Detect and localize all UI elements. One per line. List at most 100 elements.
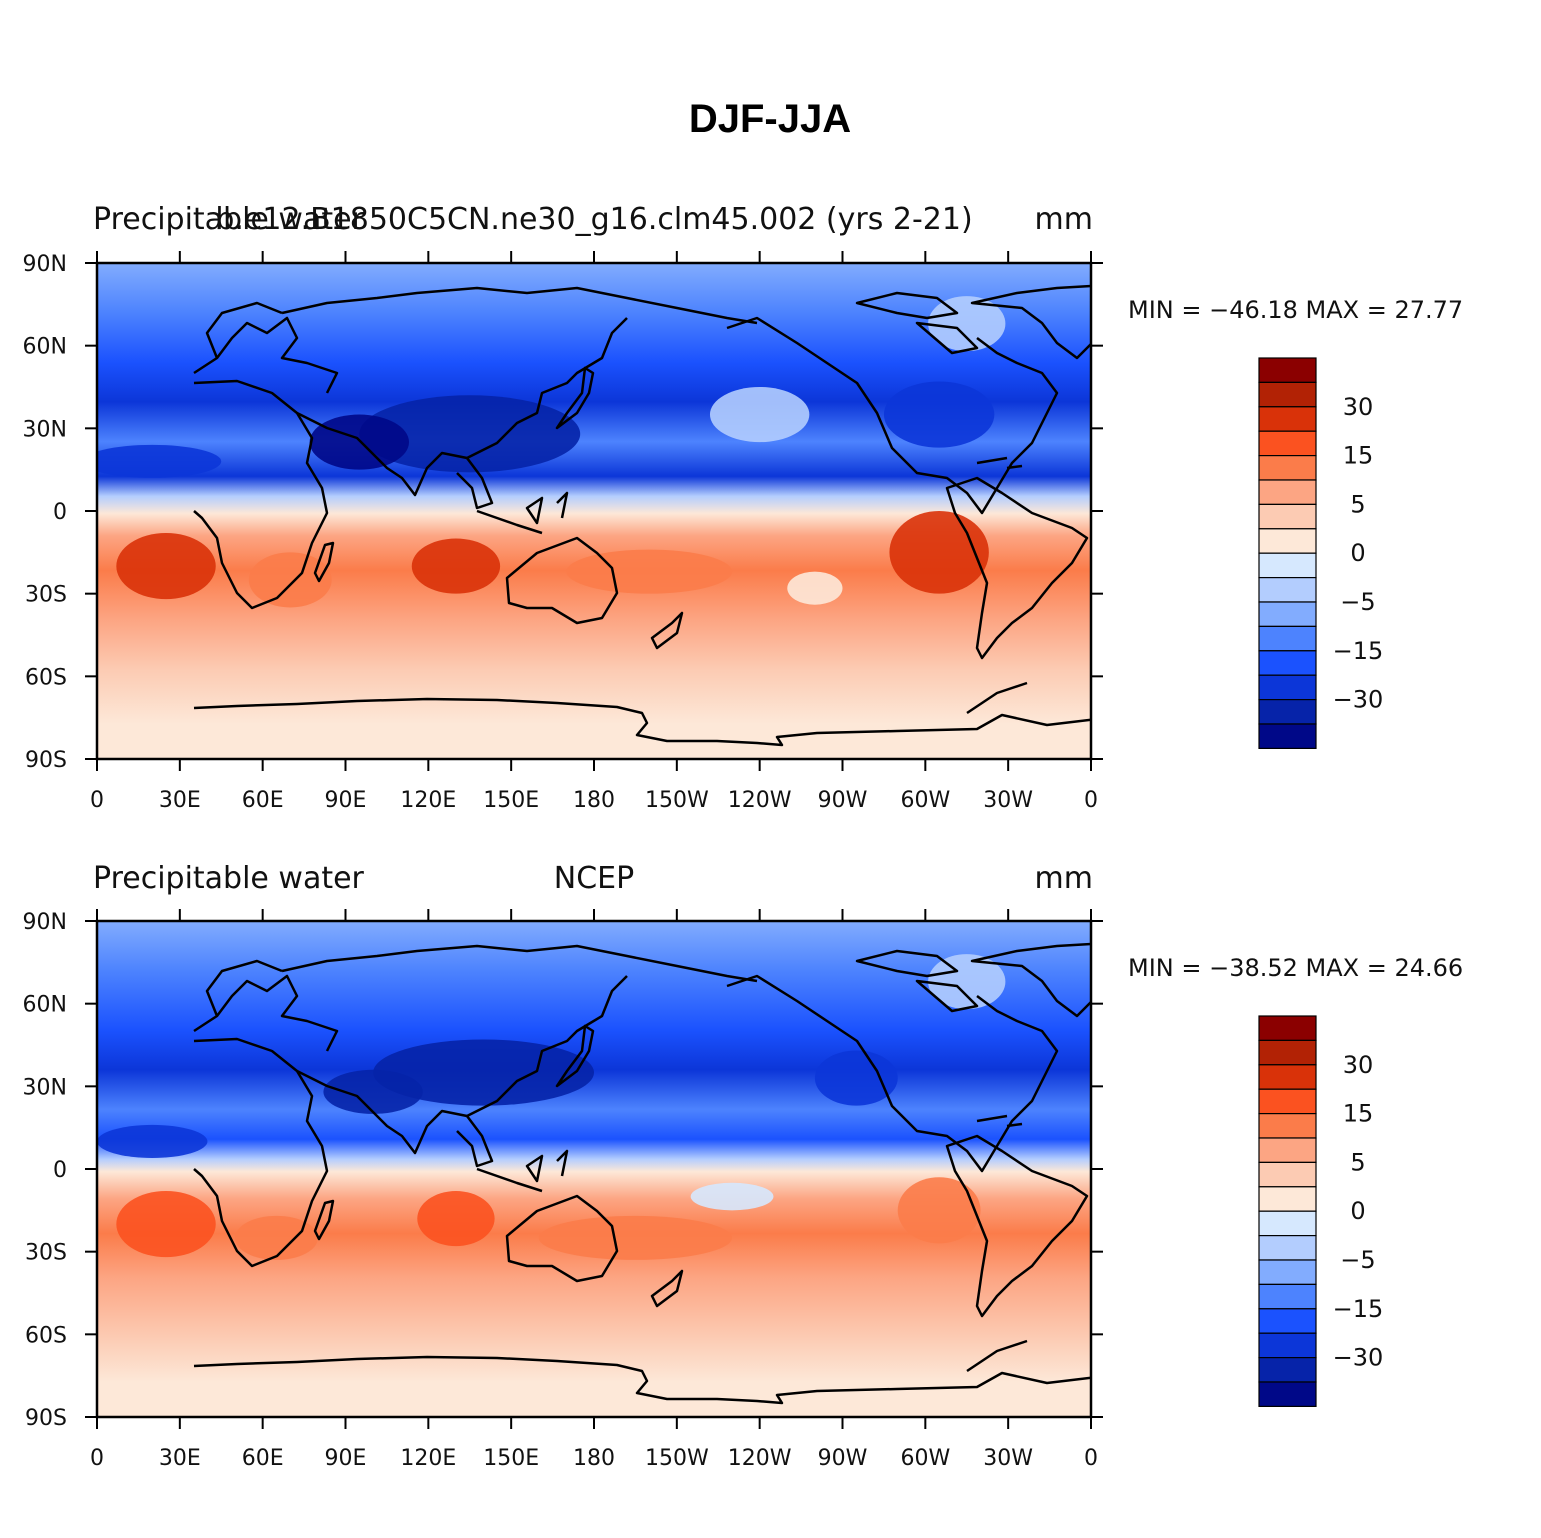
- colorbar-swatch: [1258, 479, 1317, 505]
- panel-center-title: b.e12.B1850C5CN.ne30_g16.clm45.002 (yrs …: [215, 202, 972, 237]
- y-tick-label: 30N: [23, 1075, 67, 1100]
- x-tick-label: 60W: [900, 788, 950, 813]
- field-base: [97, 263, 1091, 759]
- field-base: [97, 921, 1091, 1417]
- panel-bottom: 0 30E 60E 90E 120E 150E 180 150W 120W 90W 60W 30W 09…: [23, 861, 1464, 1471]
- panel-right-title: mm: [1035, 202, 1093, 237]
- colorbar-label: −30: [1333, 686, 1384, 714]
- contour-blob-9: [566, 549, 733, 594]
- panel-center-title: NCEP: [554, 861, 634, 896]
- colorbar-label: −30: [1333, 1344, 1384, 1372]
- colorbar-swatch: [1258, 625, 1317, 652]
- contour-blob-3: [814, 1050, 898, 1106]
- contour-blob-10: [787, 571, 843, 605]
- x-tick-label: 150W: [645, 1446, 709, 1471]
- panel-left-title: Precipitable water: [93, 202, 365, 237]
- contour-blob-11: [248, 552, 332, 608]
- x-tick-label: 30W: [983, 788, 1033, 813]
- panels: 0 30E 60E 90E 120E 150E 180 150W 120W 90W 60W 30W 09…: [23, 202, 1464, 1471]
- y-tick-label: 90S: [25, 748, 67, 773]
- x-tick-label: 120W: [728, 1446, 792, 1471]
- colorbar-swatch: [1258, 1112, 1317, 1139]
- colorbar-swatch: [1258, 1210, 1317, 1237]
- colorbar-label: 30: [1343, 1051, 1374, 1079]
- colorbar-swatch: [1258, 1356, 1317, 1383]
- contour-field: [97, 263, 1091, 759]
- contour-blob-3: [883, 381, 995, 448]
- colorbar-swatch: [1258, 503, 1317, 530]
- x-tick-label: 90E: [325, 1446, 367, 1471]
- x-tick-label: 90W: [818, 1446, 868, 1471]
- colorbar-label: −5: [1340, 1246, 1375, 1274]
- x-tick-label: 0: [90, 1446, 104, 1471]
- colorbar: 30 15 5 0 −5 −15 −30: [1258, 357, 1384, 749]
- x-tick-label: 60W: [900, 1446, 950, 1471]
- contour-blob-0: [359, 395, 581, 473]
- colorbar-swatch: [1258, 406, 1317, 432]
- colorbar-swatch: [1258, 528, 1317, 554]
- y-tick-label: 30N: [23, 417, 67, 442]
- x-tick-label: 180: [573, 788, 615, 813]
- contour-blob-1: [309, 414, 410, 470]
- colorbar-swatch: [1258, 552, 1317, 579]
- x-tick-label: 0: [1084, 788, 1098, 813]
- contour-blob-6: [116, 1191, 216, 1258]
- contour-blob-9: [538, 1215, 733, 1260]
- x-tick-label: 120W: [728, 788, 792, 813]
- colorbar-label: −5: [1340, 588, 1375, 616]
- colorbar-swatch: [1258, 601, 1317, 627]
- colorbar-swatch: [1258, 1283, 1317, 1310]
- contour-blob-1: [323, 1069, 423, 1114]
- contour-blob-10: [235, 1215, 318, 1260]
- colorbar-swatch: [1258, 1234, 1317, 1261]
- x-tick-label: 0: [90, 788, 104, 813]
- colorbar-swatch: [1258, 357, 1317, 383]
- panel-right-title: mm: [1035, 861, 1093, 896]
- contour-blob-8: [897, 1177, 981, 1244]
- contour-blob-2: [97, 444, 222, 478]
- colorbar-swatch: [1258, 1064, 1317, 1090]
- x-tick-label: 30E: [159, 788, 201, 813]
- colorbar-label: 5: [1350, 1148, 1365, 1176]
- x-tick-label: 0: [1084, 1446, 1098, 1471]
- y-tick-label: 30S: [25, 583, 67, 608]
- contour-blob-4: [928, 954, 1006, 1010]
- colorbar-label: 15: [1343, 1100, 1374, 1128]
- x-tick-label: 30W: [983, 1446, 1033, 1471]
- x-tick-label: 180: [573, 1446, 615, 1471]
- x-tick-label: 150E: [483, 788, 539, 813]
- colorbar-swatch: [1258, 1137, 1317, 1163]
- y-tick-label: 0: [53, 500, 67, 525]
- y-tick-label: 0: [53, 1158, 67, 1183]
- y-tick-label: 90N: [23, 252, 67, 277]
- colorbar-label: −15: [1333, 1295, 1384, 1323]
- colorbar-swatch: [1258, 698, 1317, 725]
- colorbar-swatch: [1258, 576, 1317, 603]
- x-tick-label: 90W: [818, 788, 868, 813]
- panel-top: 0 30E 60E 90E 120E 150E 180 150W 120W 90W 60W 30W 09…: [23, 202, 1464, 813]
- y-tick-label: 60N: [23, 993, 67, 1018]
- panel-left-title: Precipitable water: [93, 861, 365, 896]
- colorbar: 30 15 5 0 −5 −15 −30: [1258, 1015, 1384, 1407]
- main-title: DJF-JJA: [689, 97, 851, 141]
- contour-blob-0: [373, 1039, 594, 1106]
- contour-blob-5: [690, 1182, 774, 1211]
- colorbar-swatch: [1258, 1186, 1317, 1212]
- contour-blob-5: [928, 296, 1006, 352]
- contour-blob-8: [889, 510, 989, 594]
- x-tick-label: 150E: [483, 1446, 539, 1471]
- minmax-label: MIN = −46.18 MAX = 27.77: [1128, 296, 1463, 324]
- contour-field: [97, 921, 1091, 1417]
- colorbar-label: 15: [1343, 442, 1374, 470]
- minmax-label: MIN = −38.52 MAX = 24.66: [1128, 954, 1463, 982]
- colorbar-swatch: [1258, 650, 1317, 676]
- y-tick-label: 60S: [25, 1323, 67, 1348]
- colorbar-swatch: [1258, 1088, 1317, 1115]
- y-tick-label: 60N: [23, 335, 67, 360]
- colorbar-swatch: [1258, 1259, 1317, 1285]
- y-tick-label: 30S: [25, 1241, 67, 1266]
- colorbar-swatch: [1258, 430, 1317, 457]
- x-tick-label: 60E: [242, 1446, 284, 1471]
- colorbar-swatch: [1258, 1332, 1317, 1359]
